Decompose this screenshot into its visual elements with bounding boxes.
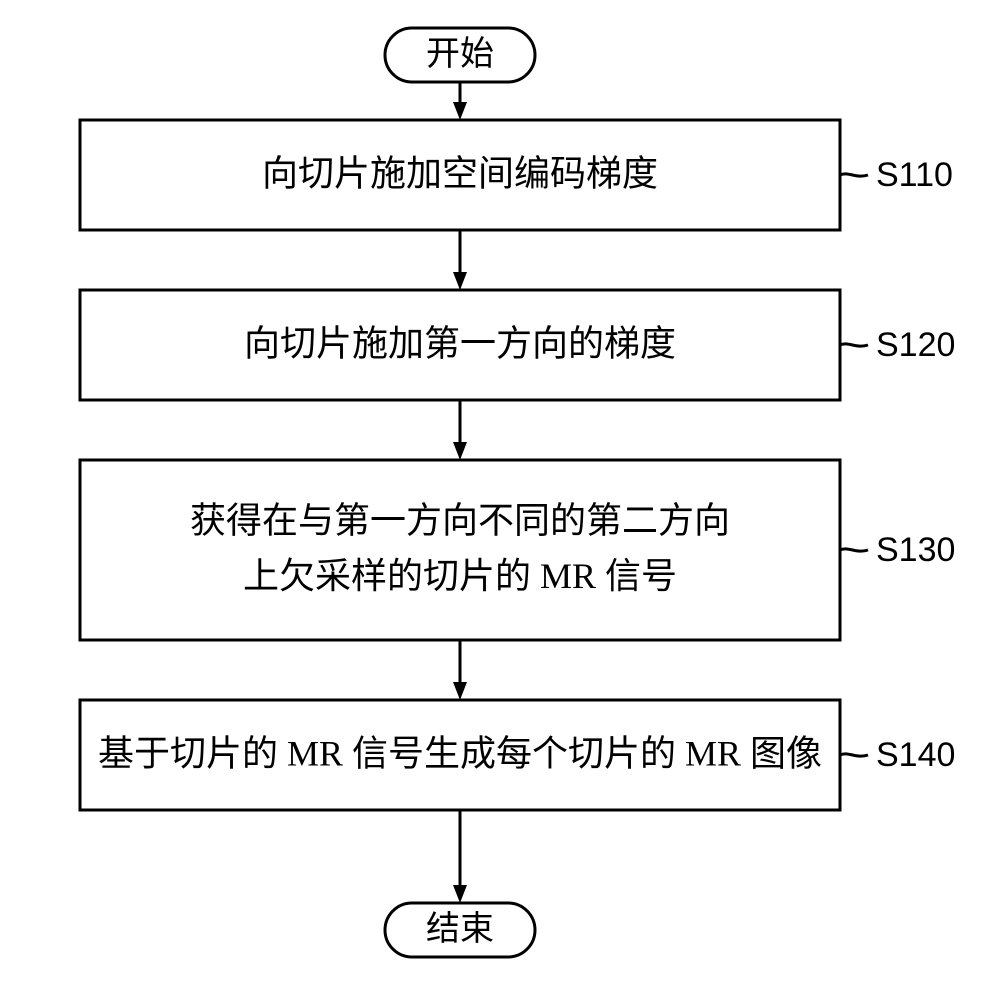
s130-text: 上欠采样的切片的 MR 信号 [243,556,677,596]
s120-step-label: S120 [876,326,955,364]
s110-step-label: S110 [876,156,953,194]
end-label: 结束 [426,910,494,948]
s140-text: 基于切片的 MR 信号生成每个切片的 MR 图像 [98,733,822,773]
s130-node [80,460,840,640]
arrowhead [453,885,467,903]
s110-text: 向切片施加空间编码梯度 [262,153,658,193]
s120-text: 向切片施加第一方向的梯度 [244,323,676,363]
s130-text: 获得在与第一方向不同的第二方向 [190,500,730,540]
s130-tick [840,549,868,551]
s140-tick [840,754,868,756]
start-label: 开始 [426,35,494,73]
arrowhead [453,102,467,120]
s110-tick [840,174,868,176]
flowchart: 开始向切片施加空间编码梯度 S110 向切片施加第一方向的梯度 S120 获得在与第一方… [0,0,982,1000]
arrowhead [453,272,467,290]
arrowhead [453,682,467,700]
s140-step-label: S140 [876,736,955,774]
s120-tick [840,344,868,346]
s130-step-label: S130 [876,531,955,569]
arrowhead [453,442,467,460]
